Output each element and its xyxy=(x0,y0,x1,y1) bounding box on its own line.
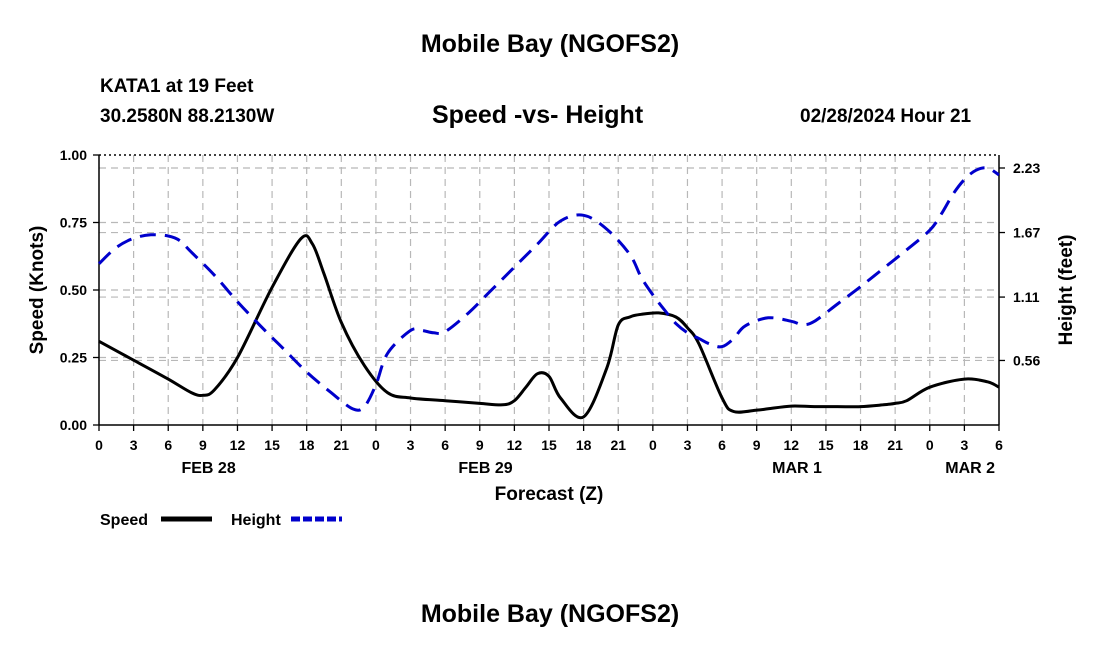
series-line-height xyxy=(97,166,1000,412)
x-tick-label: 6 xyxy=(718,437,726,453)
x-tick-label: 6 xyxy=(995,437,1003,453)
series-line-speed xyxy=(98,234,1000,420)
speed-height-chart: 0 3 6 9 12 15 18 21 0 3 6 9 12 15 18 21 0 3 6 9 12 15 18 21 0 3 6F… xyxy=(27,147,1077,529)
forecast-datetime: 02/28/2024 Hour 21 xyxy=(800,106,972,127)
station-label: KATA1 at 19 Feet xyxy=(100,76,254,97)
x-date-label: MAR 1 xyxy=(772,460,822,477)
x-tick-label: 3 xyxy=(407,437,415,453)
x-tick-label: 3 xyxy=(684,437,692,453)
legend-label: Speed xyxy=(100,512,148,529)
y2-tick-label: 0.56 xyxy=(1013,352,1040,368)
x-tick-label: 9 xyxy=(753,437,761,453)
x-tick-label: 12 xyxy=(507,437,523,453)
x-date-label: FEB 29 xyxy=(458,460,512,477)
y2-tick-label: 1.11 xyxy=(1013,289,1040,305)
y-tick-label: 0.50 xyxy=(60,282,87,298)
chart-subtitle: Speed -vs- Height xyxy=(432,101,644,129)
x-tick-label: 15 xyxy=(818,437,834,453)
x-tick-label: 9 xyxy=(199,437,207,453)
x-tick-label: 9 xyxy=(476,437,484,453)
legend-label: Height xyxy=(231,512,281,529)
x-tick-label: 21 xyxy=(610,437,626,453)
station-coordinates: 30.2580N 88.2130W xyxy=(100,106,275,127)
x-tick-label: 12 xyxy=(230,437,246,453)
chart-title: Mobile Bay (NGOFS2) xyxy=(420,30,680,58)
x-tick-label: 6 xyxy=(164,437,172,453)
x-tick-label: 0 xyxy=(372,437,380,453)
x-tick-label: 12 xyxy=(784,437,800,453)
x-axis-label: Forecast (Z) xyxy=(495,484,604,505)
x-tick-label: 0 xyxy=(649,437,657,453)
y2-tick-label: 2.23 xyxy=(1013,160,1040,176)
x-date-label: FEB 28 xyxy=(181,460,235,477)
x-tick-label: 3 xyxy=(960,437,968,453)
x-date-label: MAR 2 xyxy=(945,460,995,477)
x-tick-label: 0 xyxy=(95,437,103,453)
x-tick-label: 6 xyxy=(441,437,449,453)
x-tick-label: 0 xyxy=(926,437,934,453)
y-tick-label: 0.00 xyxy=(60,417,87,433)
x-tick-label: 18 xyxy=(576,437,592,453)
y2-axis-label: Height (feet) xyxy=(1056,235,1077,346)
y-tick-label: 0.75 xyxy=(60,215,87,231)
y-tick-label: 1.00 xyxy=(60,147,87,163)
x-tick-label: 18 xyxy=(299,437,315,453)
y-axis-label: Speed (Knots) xyxy=(27,226,48,355)
x-tick-label: 3 xyxy=(130,437,138,453)
chart-title-repeat: Mobile Bay (NGOFS2) xyxy=(420,600,680,628)
x-tick-label: 21 xyxy=(334,437,350,453)
y2-tick-label: 1.67 xyxy=(1013,225,1040,241)
x-tick-label: 15 xyxy=(541,437,557,453)
x-tick-label: 18 xyxy=(853,437,869,453)
x-tick-label: 21 xyxy=(887,437,903,453)
x-tick-label: 15 xyxy=(264,437,280,453)
y-tick-label: 0.25 xyxy=(60,350,87,366)
